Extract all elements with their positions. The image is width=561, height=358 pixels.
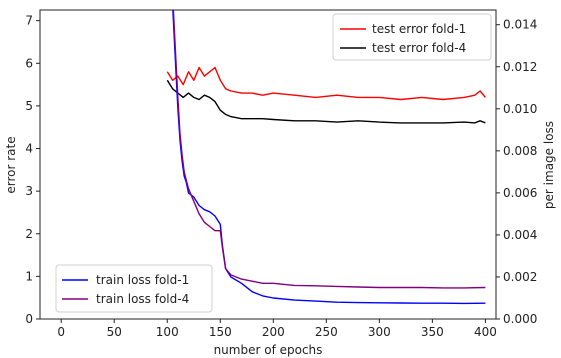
y-left-tick-label: 4 [25, 142, 33, 156]
x-tick-label: 250 [315, 325, 338, 339]
y-left-tick-label: 3 [25, 184, 33, 198]
y-right-tick-label: 0.006 [503, 186, 537, 200]
legend-test-error-fold-4-label: test error fold-4 [372, 41, 466, 55]
series-line-test-error-fold-4 [166, 79, 486, 124]
y-left-axis-ticks: 0 1 2 3 4 5 6 7 [25, 14, 40, 326]
y-right-tick-label: 0.012 [503, 60, 537, 74]
y-right-tick-label: 0.014 [503, 18, 537, 32]
y-left-tick-label: 1 [25, 269, 33, 283]
y-right-tick-label: 0.002 [503, 270, 537, 284]
series-line-test-error-fold-1 [166, 66, 486, 101]
x-tick-label: 0 [57, 325, 65, 339]
x-tick-label: 350 [421, 325, 444, 339]
x-axis-label: number of epochs [214, 343, 323, 357]
y-left-tick-label: 7 [25, 14, 33, 28]
x-tick-label: 300 [368, 325, 391, 339]
x-tick-label: 50 [107, 325, 122, 339]
y-left-tick-label: 5 [25, 99, 33, 113]
legend-test-error-fold-1-label: test error fold-1 [372, 22, 466, 36]
series-lines-group [166, 10, 486, 305]
y-right-axis-label: per image loss [542, 121, 556, 209]
y-left-axis-label: error rate [4, 136, 18, 193]
y-left-tick-label: 2 [25, 227, 33, 241]
x-tick-label: 400 [474, 325, 497, 339]
legend-bottom-left-box [55, 264, 213, 313]
y-right-tick-label: 0.008 [503, 144, 537, 158]
x-tick-label: 150 [209, 325, 232, 339]
y-right-tick-label: 0.010 [503, 102, 537, 116]
x-tick-label: 100 [156, 325, 179, 339]
plot-frame [39, 9, 497, 320]
legend-train-loss-fold-1-label: train loss fold-1 [96, 273, 189, 287]
y-right-tick-label: 0.000 [503, 312, 537, 326]
y-right-axis-ticks: 0.000 0.002 0.004 0.006 0.008 0.010 0.012 0.014 [496, 18, 537, 326]
legend-top-right: test error fold-1 test error fold-4 [332, 13, 492, 61]
series-line-train-loss-fold-4 [172, 10, 486, 289]
y-left-tick-label: 0 [25, 312, 33, 326]
x-tick-label: 200 [262, 325, 285, 339]
y-left-tick-label: 6 [25, 56, 33, 70]
legend-train-loss-fold-4-label: train loss fold-4 [96, 292, 189, 306]
legend-top-right-box [332, 13, 492, 61]
legend-bottom-left: train loss fold-1 train loss fold-4 [55, 264, 213, 313]
x-axis-ticks: 0 50 100 150 200 250 300 350 400 [57, 319, 497, 339]
y-right-tick-label: 0.004 [503, 228, 537, 242]
